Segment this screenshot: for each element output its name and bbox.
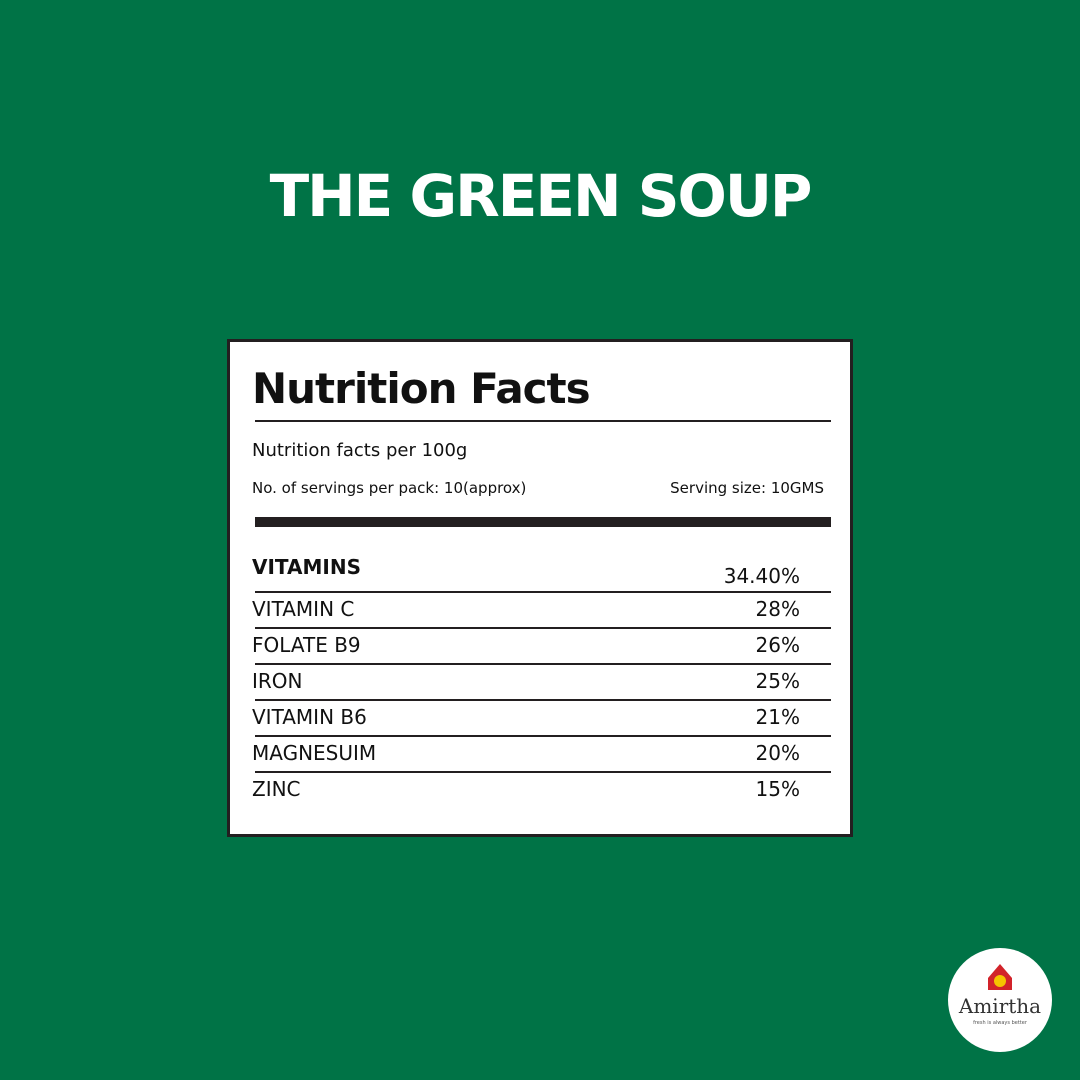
nutrient-name: VITAMIN B6 [252, 705, 367, 729]
logo: Amirtha fresh is always better [948, 948, 1052, 1052]
nutrient-name: VITAMIN C [252, 597, 355, 621]
nutrient-name: IRON [252, 669, 303, 693]
serving-size: Serving size: 10GMS [670, 479, 824, 497]
label-heading: Nutrition Facts [252, 364, 591, 413]
nutrient-name: MAGNESUIM [252, 741, 377, 765]
nutrient-name: ZINC [252, 777, 301, 801]
row-divider [255, 735, 831, 737]
row-divider [255, 591, 831, 593]
nutrition-label: Nutrition Facts Nutrition facts per 100g… [227, 339, 853, 837]
row-divider [255, 663, 831, 665]
row-divider [255, 699, 831, 701]
nutrient-value: 20% [755, 741, 800, 765]
nutrient-name: FOLATE B9 [252, 633, 361, 657]
servings: No. of servings per pack: 10(approx) [252, 479, 527, 497]
nutrient-value: 26% [755, 633, 800, 657]
logo-mark [988, 964, 1012, 990]
basis: Nutrition facts per 100g [252, 440, 468, 461]
logo-name: Amirtha [958, 994, 1042, 1018]
table-header-value: 34.40% [723, 564, 800, 588]
nutrient-value: 21% [755, 705, 800, 729]
thick-bar [255, 517, 831, 527]
nutrient-value: 15% [755, 777, 800, 801]
row-divider [255, 771, 831, 773]
title: THE GREEN SOUP [269, 162, 813, 230]
nutrient-value: 28% [755, 597, 800, 621]
logo-tagline: fresh is always better [973, 1020, 1027, 1026]
nutrient-value: 25% [755, 669, 800, 693]
row-divider [255, 627, 831, 629]
divider [255, 420, 831, 422]
table-header: VITAMINS [252, 555, 361, 579]
